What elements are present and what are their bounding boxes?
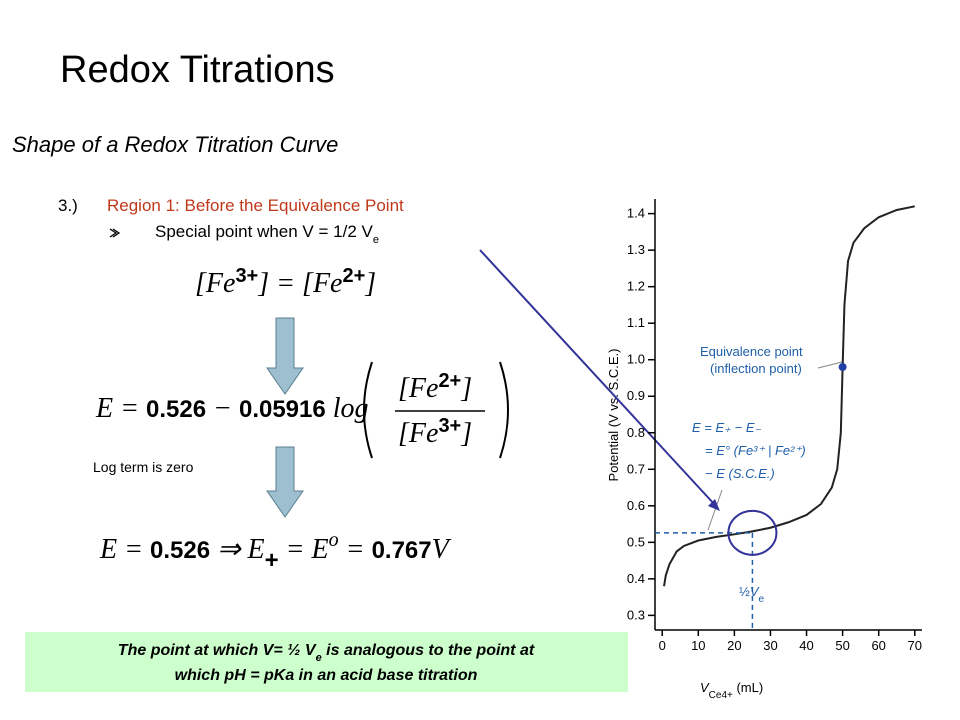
equivalence-dot bbox=[838, 363, 847, 372]
y-tick-label: 1.2 bbox=[627, 279, 645, 294]
note-line: which pH = pKa in an acid base titration bbox=[175, 667, 478, 684]
eq: [Fe bbox=[398, 418, 438, 449]
half-circle bbox=[727, 509, 778, 556]
note-box bbox=[25, 632, 628, 692]
eq: 0.05916 bbox=[239, 396, 326, 423]
x-label: Ce4+ bbox=[709, 690, 733, 701]
y-tick-label: 0.7 bbox=[627, 461, 645, 476]
y-tick-label: 0.4 bbox=[627, 571, 645, 586]
equation-2: E = 0.526 − 0.05916 log bbox=[95, 393, 369, 424]
eq: 2+ bbox=[438, 370, 461, 392]
half-sub: e bbox=[759, 594, 765, 605]
x-tick-label: 50 bbox=[835, 638, 849, 653]
x-axis-label: VCe4+ (mL) bbox=[700, 680, 763, 701]
bullet-icon bbox=[109, 228, 121, 238]
down-arrow bbox=[266, 446, 304, 518]
y-tick-label: 0.9 bbox=[627, 388, 645, 403]
y-tick-label: 0.8 bbox=[627, 425, 645, 440]
eq: 0.767 bbox=[372, 537, 432, 564]
eq: = bbox=[339, 534, 372, 565]
eq: ] bbox=[460, 418, 472, 449]
pointer-line bbox=[479, 249, 716, 506]
eq: o bbox=[329, 529, 339, 551]
y-tick-label: 0.3 bbox=[627, 607, 645, 622]
bullet-text: Special point when V = 1/2 V bbox=[155, 222, 373, 241]
eq: E = bbox=[99, 534, 150, 565]
eq: V bbox=[432, 534, 452, 565]
half-symbol: V bbox=[750, 584, 760, 599]
x-tick-label: 20 bbox=[727, 638, 741, 653]
x-tick-label: 60 bbox=[871, 638, 885, 653]
half-label: ½Ve bbox=[739, 584, 765, 605]
eq: 3+ bbox=[235, 265, 258, 287]
eq: + bbox=[265, 547, 279, 574]
item-text: Region 1: Before the Equivalence Point bbox=[107, 196, 404, 215]
eq: 3+ bbox=[438, 415, 461, 437]
half-fraction: ½ bbox=[739, 584, 750, 599]
item-number: 3.) bbox=[58, 196, 78, 215]
eq: ] bbox=[460, 373, 472, 404]
subtitle: Shape of a Redox Titration Curve bbox=[12, 132, 338, 157]
x-tick-label: 30 bbox=[763, 638, 777, 653]
bullet-sub: e bbox=[373, 234, 379, 246]
note-text: is analogous to the point at bbox=[322, 642, 535, 659]
equation-3: E = 0.526 ⇒ E+ = Eo = 0.767V bbox=[99, 529, 452, 574]
denominator: [Fe3+] bbox=[398, 415, 472, 449]
down-arrow bbox=[266, 317, 304, 395]
eq: − bbox=[206, 393, 239, 424]
formula: E = E₊ − E₋ bbox=[692, 420, 762, 435]
title: Redox Titrations bbox=[60, 49, 335, 91]
eq: 2+ bbox=[342, 265, 365, 287]
x-tick-label: 10 bbox=[691, 638, 705, 653]
eq: ] = [ bbox=[257, 268, 314, 299]
y-tick-label: 1.1 bbox=[627, 315, 645, 330]
eq: 0.526 bbox=[150, 537, 210, 564]
eq: [ bbox=[195, 268, 207, 299]
pointer-head bbox=[708, 499, 720, 511]
x-tick-label: 40 bbox=[799, 638, 813, 653]
y-tick-label: 1.0 bbox=[627, 352, 645, 367]
annotation: Equivalence point bbox=[700, 344, 803, 359]
leader bbox=[707, 489, 723, 531]
eq: ] bbox=[364, 268, 376, 299]
y-axis-label: Potential (V vs. S.C.E.) bbox=[606, 349, 621, 482]
note-line: The point at which V= ½ Ve is analogous … bbox=[118, 642, 535, 664]
note-sub: e bbox=[316, 652, 322, 664]
eq: log bbox=[326, 393, 369, 424]
bullet: Special point when V = 1/2 Ve bbox=[155, 222, 379, 246]
y-tick-label: 0.6 bbox=[627, 498, 645, 513]
x-label: V bbox=[700, 680, 710, 695]
log-note: Log term is zero bbox=[93, 459, 194, 475]
parentheses bbox=[363, 361, 509, 459]
leader bbox=[817, 361, 843, 369]
eq: ⇒ E bbox=[210, 534, 265, 565]
formula: − E (S.C.E.) bbox=[705, 466, 775, 481]
eq: E = bbox=[95, 393, 146, 424]
eq: [Fe bbox=[398, 373, 438, 404]
annotation: (inflection point) bbox=[710, 361, 802, 376]
eq: Fe bbox=[312, 268, 343, 299]
eq: Fe bbox=[205, 268, 236, 299]
y-tick-label: 1.4 bbox=[627, 206, 645, 221]
x-label: (mL) bbox=[733, 680, 763, 695]
note-text: The point at which V= ½ V bbox=[118, 642, 317, 659]
eq: 0.526 bbox=[146, 396, 206, 423]
equation-1: [Fe3+] = [Fe2+] bbox=[195, 265, 376, 299]
y-tick-label: 1.3 bbox=[627, 242, 645, 257]
eq: = E bbox=[279, 534, 329, 565]
x-tick-label: 70 bbox=[908, 638, 922, 653]
curve bbox=[663, 205, 915, 587]
x-tick-label: 0 bbox=[659, 638, 666, 653]
numerator: [Fe2+] bbox=[398, 370, 472, 404]
y-tick-label: 0.5 bbox=[627, 534, 645, 549]
formula: = E° (Fe³⁺ | Fe²⁺) bbox=[705, 443, 806, 458]
